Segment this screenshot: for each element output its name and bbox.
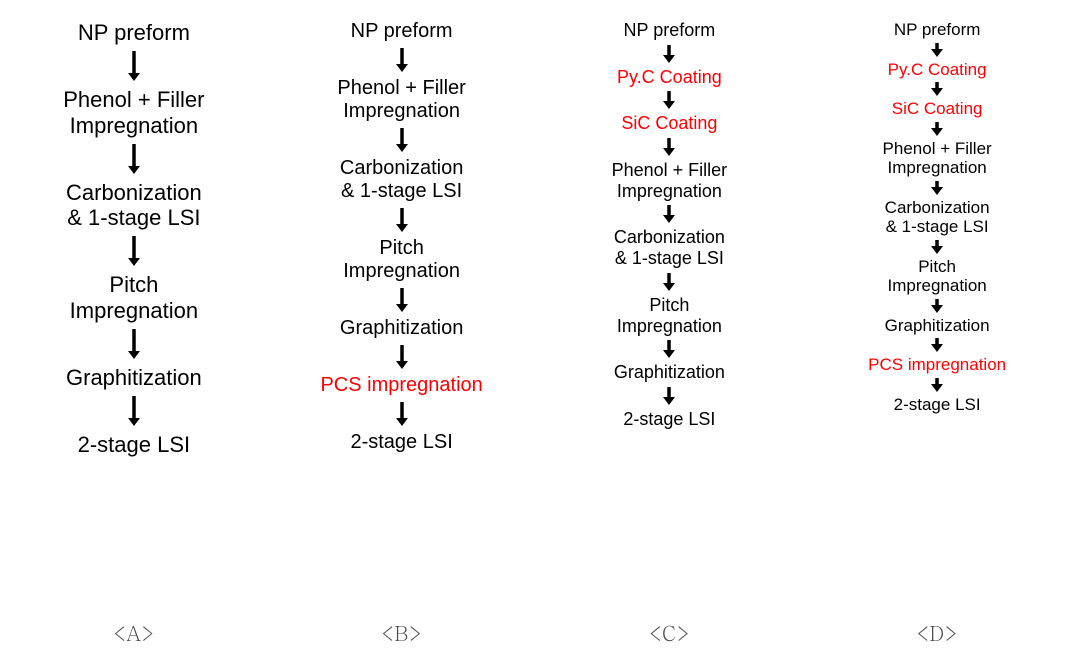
flow-a: NP preform Phenol + Filler Impregnation Ca…	[63, 20, 204, 618]
flow-label: <C>	[649, 618, 690, 665]
flow-arrow-icon	[395, 128, 409, 152]
flow-step: Graphitization	[614, 362, 725, 383]
flow-arrow-icon	[395, 288, 409, 312]
flow-step: SiC Coating	[621, 113, 717, 134]
flow-arrow-icon	[127, 144, 141, 174]
flow-column-c: NP preform Py.C Coating SiC Coating Phenol …	[536, 20, 804, 665]
flow-arrow-icon	[127, 329, 141, 359]
flow-arrow-icon	[662, 91, 676, 109]
flow-step: SiC Coating	[892, 99, 983, 119]
flow-step: Pitch Impregnation	[70, 272, 198, 323]
flow-step: Phenol + Filler Impregnation	[63, 87, 204, 138]
flow-d: NP preform Py.C Coating SiC Coating Phenol …	[868, 20, 1006, 618]
flow-step: Pitch Impregnation	[343, 237, 460, 283]
flow-step: Phenol + Filler Impregnation	[337, 77, 465, 123]
flow-label: <A>	[113, 618, 154, 665]
flow-step: 2-stage LSI	[78, 432, 191, 457]
flow-step: Carbonization & 1-stage LSI	[885, 198, 990, 237]
flow-column-d: NP preform Py.C Coating SiC Coating Phenol …	[803, 20, 1071, 665]
flow-arrow-icon	[930, 43, 944, 57]
flow-step: NP preform	[624, 20, 716, 41]
flow-arrow-icon	[395, 48, 409, 72]
flow-step: Graphitization	[340, 317, 463, 340]
flow-arrow-icon	[930, 82, 944, 96]
flow-arrow-icon	[930, 338, 944, 352]
flow-arrow-icon	[662, 273, 676, 291]
flow-step: Carbonization & 1-stage LSI	[340, 157, 463, 203]
flow-arrow-icon	[395, 402, 409, 426]
flow-step: Py.C Coating	[888, 60, 987, 80]
flow-column-b: NP preform Phenol + Filler Impregnation Ca…	[268, 20, 536, 665]
flow-arrow-icon	[662, 138, 676, 156]
flow-arrow-icon	[127, 396, 141, 426]
flow-step: Pitch Impregnation	[617, 295, 722, 336]
flow-b: NP preform Phenol + Filler Impregnation Ca…	[320, 20, 482, 618]
flow-label: <D>	[917, 618, 958, 665]
flow-column-a: NP preform Phenol + Filler Impregnation Ca…	[0, 20, 268, 665]
flow-step: 2-stage LSI	[623, 409, 715, 430]
flow-step: PCS impregnation	[320, 374, 482, 397]
flow-step: Graphitization	[885, 316, 990, 336]
flow-label: <B>	[381, 618, 422, 665]
flow-arrow-icon	[395, 345, 409, 369]
flow-step: 2-stage LSI	[894, 395, 981, 415]
flow-arrow-icon	[930, 122, 944, 136]
flow-step: Carbonization & 1-stage LSI	[614, 227, 725, 268]
flow-arrow-icon	[662, 387, 676, 405]
flow-step: 2-stage LSI	[350, 431, 452, 454]
flow-arrow-icon	[395, 208, 409, 232]
flow-step: NP preform	[78, 20, 190, 45]
flow-arrow-icon	[930, 181, 944, 195]
flowchart-container: NP preform Phenol + Filler Impregnation Ca…	[0, 0, 1071, 665]
flow-step: Carbonization & 1-stage LSI	[66, 180, 202, 231]
flow-step: Graphitization	[66, 365, 202, 390]
flow-arrow-icon	[662, 205, 676, 223]
flow-step: NP preform	[351, 20, 453, 43]
flow-step: Pitch Impregnation	[888, 257, 987, 296]
flow-arrow-icon	[127, 51, 141, 81]
flow-arrow-icon	[662, 45, 676, 63]
flow-arrow-icon	[930, 240, 944, 254]
flow-step: Phenol + Filler Impregnation	[883, 139, 992, 178]
flow-step: Phenol + Filler Impregnation	[612, 160, 728, 201]
flow-c: NP preform Py.C Coating SiC Coating Phenol …	[612, 20, 728, 618]
flow-arrow-icon	[662, 340, 676, 358]
flow-step: NP preform	[894, 20, 981, 40]
flow-arrow-icon	[930, 378, 944, 392]
flow-step: PCS impregnation	[868, 355, 1006, 375]
flow-step: Py.C Coating	[617, 67, 722, 88]
flow-arrow-icon	[930, 299, 944, 313]
flow-arrow-icon	[127, 236, 141, 266]
